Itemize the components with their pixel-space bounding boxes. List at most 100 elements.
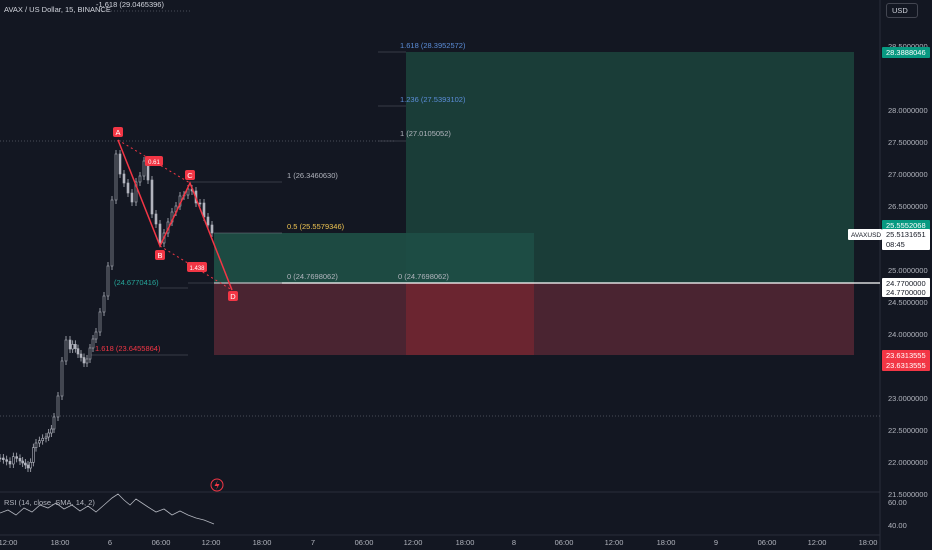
candle-body — [18, 458, 22, 462]
point-c-label: C — [187, 171, 193, 180]
price-tick: 22.5000000 — [888, 426, 928, 435]
price-tick: 21.5000000 — [888, 490, 928, 499]
point-b-label: B — [157, 251, 162, 260]
point-a-label: A — [115, 128, 120, 137]
candle-body — [32, 447, 35, 463]
stop-price-text-a: 23.6313555 — [886, 351, 926, 360]
symbol-badge: AVAXUSD — [848, 229, 882, 240]
candle-body — [134, 181, 138, 203]
rsi-indicator-label[interactable]: RSI (14, close, SMA, 14, 2) — [4, 498, 95, 507]
time-tick: 12:00 — [0, 538, 17, 547]
candle-body — [94, 331, 98, 340]
ratio-bd-label: 1.438 — [189, 266, 205, 272]
fib-1-label: 1 (27.0105052) — [400, 129, 451, 138]
candle-body — [88, 347, 92, 360]
price-tick: 24.5000000 — [888, 298, 928, 307]
candle-body — [130, 192, 134, 203]
countdown-text: 08:45 — [886, 240, 905, 249]
time-tick: 12:00 — [605, 538, 624, 547]
time-tick: 06:00 — [152, 538, 171, 547]
time-tick: 18:00 — [253, 538, 272, 547]
top-fib-label: -1.618 (29.0465396) — [96, 0, 164, 9]
loss-zone-left[interactable] — [214, 283, 406, 355]
stop-price-text-b: 23.6313555 — [886, 361, 926, 370]
point-d-label: D — [230, 292, 236, 301]
fib-0-label-b: 0 (24.7698062) — [398, 272, 449, 281]
candle-body — [118, 153, 122, 175]
profit-zone-small[interactable] — [214, 233, 534, 283]
current-price-text: 25.5131651 — [886, 230, 926, 239]
candle-body — [126, 182, 130, 194]
time-tick: 12:00 — [808, 538, 827, 547]
price-tick: 24.0000000 — [888, 330, 928, 339]
candle-body — [114, 153, 118, 201]
price-tick: 27.5000000 — [888, 138, 928, 147]
price-tick: 22.0000000 — [888, 458, 928, 467]
candle-body — [82, 357, 86, 364]
candle-body — [0, 457, 2, 460]
candle-body — [76, 348, 80, 355]
tp-price-badge: 28.3888046 — [882, 47, 930, 58]
candle-body — [68, 339, 72, 350]
candle-body — [74, 344, 77, 349]
fib-t2-label: 1.618 (23.6455864) — [95, 344, 161, 353]
candle-body — [198, 202, 202, 205]
rsi-tick-40: 40.00 — [888, 521, 907, 530]
point-b-marker[interactable]: B — [155, 250, 165, 260]
currency-button[interactable]: USD — [886, 3, 918, 18]
time-tick: 06:00 — [555, 538, 574, 547]
loss-zone-right[interactable] — [534, 283, 854, 355]
candle-body — [186, 188, 190, 196]
candle-body — [47, 432, 50, 438]
ratio-xb-badge: 0.61 — [145, 156, 163, 166]
candle-body — [79, 353, 83, 358]
time-tick: 8 — [512, 538, 516, 547]
loss-zone-mid[interactable] — [406, 283, 534, 355]
time-tick: 9 — [714, 538, 718, 547]
target-price-text: 25.5552068 — [886, 221, 926, 230]
candle-body — [34, 442, 38, 448]
price-tick: 27.0000000 — [888, 170, 928, 179]
harmonic-pattern[interactable]: A B C D 0.61 1.438 — [113, 127, 238, 301]
candle-body — [110, 199, 114, 267]
fib-c-label: 1 (26.3460630) — [287, 171, 338, 180]
time-tick: 6 — [108, 538, 112, 547]
time-tick: 18:00 — [657, 538, 676, 547]
candle-body — [52, 416, 56, 430]
candle-body — [15, 456, 18, 459]
entry-price-badge: 24.7700000 24.7700000 — [882, 278, 930, 297]
chart-title: AVAX / US Dollar, 15, BINANCE — [4, 5, 111, 14]
candle-body — [12, 456, 15, 465]
price-tick: 26.5000000 — [888, 202, 928, 211]
candle-body — [29, 462, 32, 469]
fib-0-label-a: 0 (24.7698062) — [287, 272, 338, 281]
candle-body — [206, 216, 210, 226]
candle-body — [60, 360, 64, 397]
current-price-badge: 25.5131651 08:45 — [882, 229, 930, 250]
candle-body — [21, 460, 24, 464]
point-a-marker[interactable]: A — [113, 127, 123, 137]
price-tick: 23.0000000 — [888, 394, 928, 403]
rsi-line — [0, 493, 215, 525]
candle-body — [106, 265, 110, 297]
candle-body — [64, 339, 68, 362]
price-candles — [0, 150, 214, 472]
time-tick: 12:00 — [404, 538, 423, 547]
candle-body — [8, 461, 12, 465]
candle-body — [2, 457, 5, 460]
candle-body — [150, 179, 154, 215]
candle-body — [71, 344, 74, 350]
candle-body — [38, 440, 41, 444]
price-tick: 28.5000000 — [888, 42, 928, 51]
point-d-marker[interactable]: D — [228, 291, 238, 301]
candle-body — [158, 223, 162, 244]
candle-body — [122, 173, 126, 184]
point-c-marker[interactable]: C — [185, 170, 195, 180]
fib-05-label: 0.5 (25.5579346) — [287, 222, 345, 231]
candle-body — [85, 358, 89, 364]
fib-1236-label: 1.236 (27.5393102) — [400, 95, 466, 104]
candle-body — [5, 459, 8, 462]
candle-body — [50, 428, 53, 434]
lightning-icon[interactable] — [210, 478, 224, 492]
